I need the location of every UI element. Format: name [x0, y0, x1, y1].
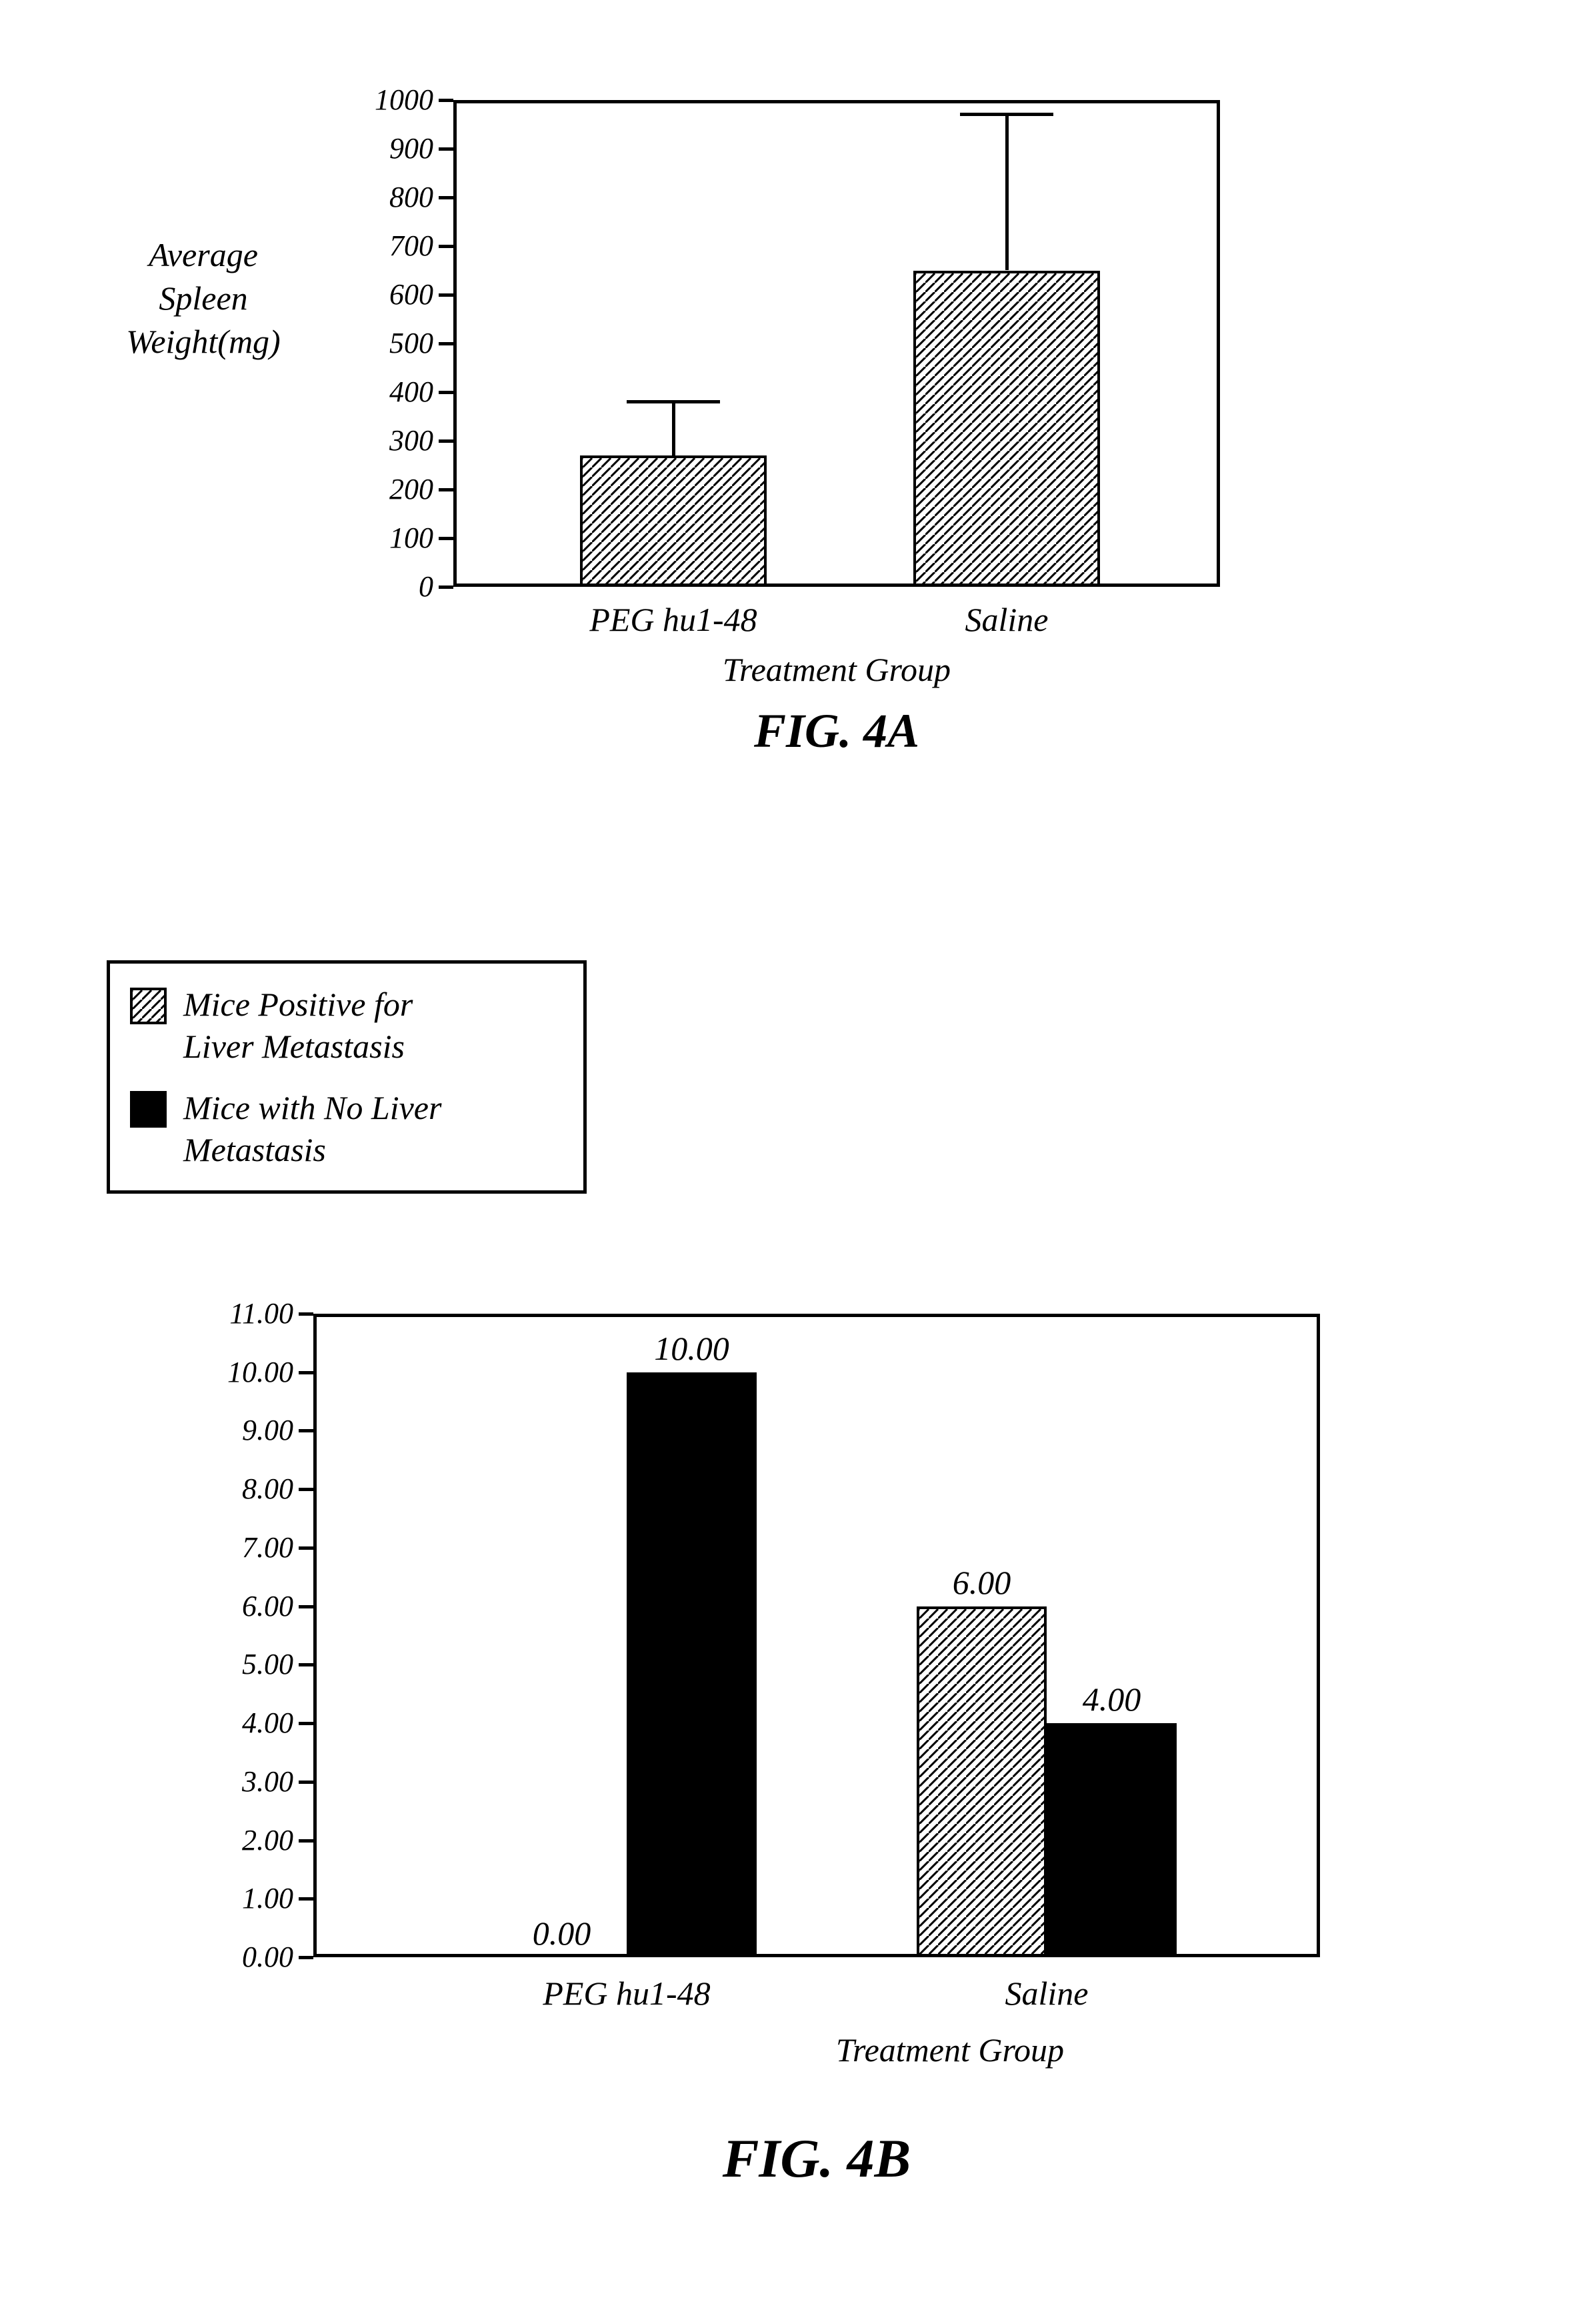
- fig4b-data-label: 0.00: [489, 1914, 635, 1953]
- fig4b-y-tick-label: 5.00: [190, 1647, 293, 1681]
- fig4b-x-tick-label: Saline: [900, 1974, 1193, 2013]
- fig4b-legend-swatch: [130, 1091, 167, 1128]
- fig4a-y-axis-label-line: Spleen: [87, 277, 320, 320]
- fig4b-x-axis-label: Treatment Group: [750, 2031, 1150, 2069]
- fig4a-y-tick-label: 600: [337, 277, 433, 311]
- fig4a-y-tick: [439, 342, 453, 345]
- fig4a-x-tick-label: Saline: [873, 600, 1140, 639]
- fig4b-y-tick-label: 2.00: [190, 1823, 293, 1857]
- fig4a-y-tick: [439, 245, 453, 248]
- fig4b-y-tick: [299, 1429, 313, 1432]
- fig4b-y-tick-label: 10.00: [190, 1355, 293, 1389]
- fig4b-y-tick-label: 0.00: [190, 1940, 293, 1974]
- fig4b-y-tick: [299, 1546, 313, 1550]
- fig4a-error-stem: [672, 402, 675, 455]
- fig4b-bar: [917, 1606, 1047, 1957]
- fig4b-y-tick: [299, 1781, 313, 1784]
- fig4a-y-tick: [439, 439, 453, 443]
- fig4b-data-label: 6.00: [909, 1563, 1055, 1602]
- fig4a-y-tick: [439, 147, 453, 151]
- fig4a-figure-label: FIG. 4A: [637, 704, 1037, 759]
- fig4a-y-axis-label: AverageSpleenWeight(mg): [87, 233, 320, 363]
- fig4a-y-tick-label: 300: [337, 423, 433, 457]
- fig4a-bar: [580, 455, 767, 587]
- fig4b-y-tick-label: 8.00: [190, 1472, 293, 1506]
- fig4b-legend-item: Mice with No LiverMetastasis: [130, 1087, 563, 1170]
- fig4a-y-tick: [439, 586, 453, 589]
- fig4a-y-tick: [439, 293, 453, 297]
- fig4a-y-tick-label: 400: [337, 375, 433, 409]
- fig4a-x-tick-label: PEG hu1-48: [540, 600, 807, 639]
- fig4b-y-tick: [299, 1663, 313, 1666]
- fig4a-plot-area: [453, 100, 1220, 587]
- fig4b-legend-item: Mice Positive forLiver Metastasis: [130, 984, 563, 1067]
- fig4b-y-tick: [299, 1312, 313, 1316]
- fig4b-y-tick-label: 9.00: [190, 1413, 293, 1447]
- fig4b-y-tick: [299, 1897, 313, 1901]
- fig4b-y-tick-label: 4.00: [190, 1706, 293, 1740]
- fig4b-bar: [627, 1372, 757, 1957]
- fig4a-y-tick-label: 200: [337, 472, 433, 506]
- fig4b-x-tick-label: PEG hu1-48: [480, 1974, 773, 2013]
- fig4a-y-axis-label-line: Weight(mg): [87, 320, 320, 363]
- fig4b-y-tick-label: 3.00: [190, 1765, 293, 1799]
- fig4a-x-axis-label: Treatment Group: [637, 650, 1037, 689]
- fig4b-y-tick: [299, 1488, 313, 1491]
- fig4a-y-tick-label: 900: [337, 131, 433, 165]
- fig4b-figure-label: FIG. 4B: [617, 2127, 1017, 2190]
- fig4b-y-tick-label: 7.00: [190, 1530, 293, 1564]
- fig4b-data-label: 4.00: [1039, 1680, 1185, 1718]
- fig4a-y-tick-label: 100: [337, 521, 433, 555]
- fig4b-legend-text: Mice with No LiverMetastasis: [183, 1087, 441, 1170]
- fig4b-data-label: 10.00: [619, 1329, 765, 1368]
- fig4b-legend: Mice Positive forLiver Metastasis Mice wi…: [107, 960, 587, 1194]
- fig4b-y-tick: [299, 1956, 313, 1959]
- fig4b-y-tick-label: 11.00: [190, 1296, 293, 1330]
- fig4a-y-tick: [439, 488, 453, 491]
- fig4a-y-tick-label: 500: [337, 326, 433, 360]
- fig4a-y-tick-label: 700: [337, 229, 433, 263]
- fig4a-y-tick: [439, 537, 453, 540]
- fig4b-y-tick-label: 6.00: [190, 1589, 293, 1623]
- fig4b-bar: [1047, 1723, 1177, 1957]
- fig4b-y-tick: [299, 1371, 313, 1374]
- fig4a-y-tick-label: 800: [337, 180, 433, 214]
- fig4b-y-tick: [299, 1605, 313, 1608]
- fig4b-legend-text: Mice Positive forLiver Metastasis: [183, 984, 413, 1067]
- fig4a-y-tick: [439, 99, 453, 102]
- fig4a-y-tick-label: 0: [337, 569, 433, 604]
- fig4a-y-tick: [439, 196, 453, 199]
- fig4b-y-tick: [299, 1839, 313, 1843]
- fig4a-error-stem: [1005, 115, 1009, 271]
- fig4a-y-tick: [439, 391, 453, 394]
- fig4b-legend-swatch: [130, 988, 167, 1024]
- fig4a-error-cap: [627, 400, 720, 403]
- fig4a-y-axis-label-line: Average: [87, 233, 320, 277]
- fig4a-error-cap: [960, 113, 1053, 116]
- fig4b-y-tick-label: 1.00: [190, 1881, 293, 1915]
- fig4a-bar: [913, 271, 1100, 588]
- fig4b-y-tick: [299, 1722, 313, 1725]
- fig4a-y-tick-label: 1000: [337, 83, 433, 117]
